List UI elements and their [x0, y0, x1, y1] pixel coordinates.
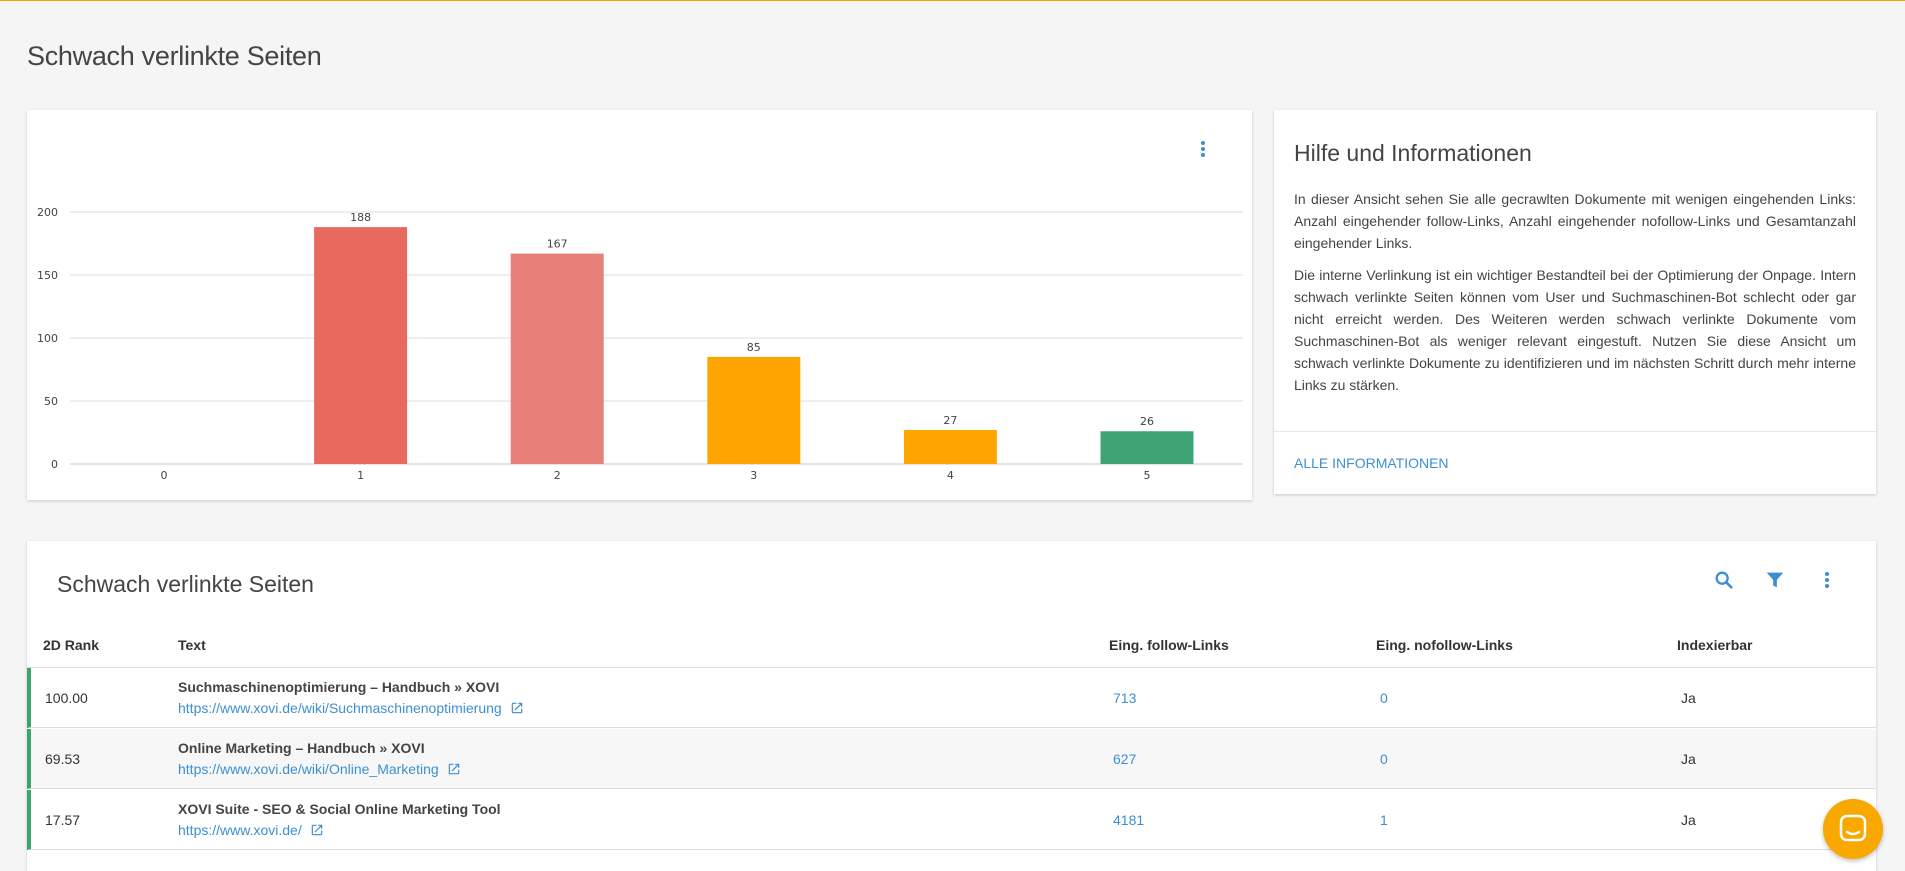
bar — [510, 253, 604, 464]
bar — [1100, 431, 1194, 464]
page-title-cell: Online Marketing – Handbuch » XOVI — [178, 740, 425, 756]
table-header: 2D Rank Text Eing. follow-Links Eing. no… — [27, 637, 1876, 668]
chart-card: 0 50 100 150 200 0 188 1 167 2 85 3 27 4 26 5 — [27, 110, 1252, 500]
data-label: 188 — [350, 211, 371, 224]
col-text[interactable]: Text — [178, 637, 206, 653]
col-nofollow[interactable]: Eing. nofollow-Links — [1376, 637, 1513, 653]
page-url[interactable]: https://www.xovi.de/wiki/Online_Marketin… — [178, 761, 439, 777]
rank-value: 17.57 — [45, 812, 81, 828]
nofollow-links-value[interactable]: 1 — [1380, 812, 1388, 828]
chat-button[interactable] — [1823, 799, 1883, 859]
x-tick-label: 5 — [1144, 469, 1151, 482]
rank-value: 100.00 — [45, 690, 88, 706]
chart-menu-icon[interactable] — [1200, 140, 1206, 160]
x-tick-label: 0 — [161, 469, 168, 482]
page-url-link[interactable]: https://www.xovi.de/ — [178, 822, 324, 838]
follow-links-value[interactable]: 4181 — [1113, 812, 1145, 828]
nofollow-links-value[interactable]: 0 — [1380, 690, 1388, 706]
indexable-value: Ja — [1681, 690, 1696, 706]
page-url-link[interactable]: https://www.xovi.de/wiki/Suchmaschinenop… — [178, 700, 524, 716]
rank-value: 69.53 — [45, 751, 81, 767]
x-tick-label: 2 — [554, 469, 561, 482]
y-tick-label: 50 — [44, 395, 58, 408]
page-title-cell: Suchmaschinenoptimierung – Handbuch » XO… — [178, 679, 500, 695]
col-indexable[interactable]: Indexierbar — [1677, 637, 1753, 653]
info-title: Hilfe und Informationen — [1294, 140, 1532, 166]
search-icon[interactable] — [1713, 569, 1735, 591]
bar — [903, 429, 997, 464]
data-label: 85 — [747, 341, 761, 354]
bar-chart: 0 50 100 150 200 0 188 1 167 2 85 3 27 4 26 5 — [37, 206, 1243, 482]
chat-icon — [1839, 814, 1867, 842]
x-tick-label: 1 — [357, 469, 364, 482]
page-url[interactable]: https://www.xovi.de/ — [178, 822, 302, 838]
bar — [707, 356, 801, 464]
y-tick-label: 0 — [51, 458, 58, 471]
data-label: 27 — [943, 414, 957, 427]
external-link-icon[interactable] — [510, 701, 524, 715]
y-tick-label: 150 — [37, 269, 58, 282]
data-label: 26 — [1140, 415, 1154, 428]
x-tick-label: 3 — [750, 469, 757, 482]
follow-links-value[interactable]: 713 — [1113, 690, 1137, 706]
x-tick-label: 4 — [947, 469, 954, 482]
page-url[interactable]: https://www.xovi.de/wiki/Suchmaschinenop… — [178, 700, 502, 716]
y-tick-label: 100 — [37, 332, 58, 345]
table-row[interactable]: 69.53 Online Marketing – Handbuch » XOVI… — [27, 729, 1876, 789]
external-link-icon[interactable] — [310, 823, 324, 837]
table-row[interactable]: 100.00 Suchmaschinenoptimierung – Handbu… — [27, 668, 1876, 728]
nofollow-links-value[interactable]: 0 — [1380, 751, 1388, 767]
table-menu-icon[interactable] — [1824, 571, 1830, 591]
info-divider — [1274, 431, 1876, 432]
follow-links-value[interactable]: 627 — [1113, 751, 1137, 767]
data-label: 167 — [547, 238, 568, 251]
info-paragraph-2: Die interne Verlinkung ist ein wichtiger… — [1294, 267, 1856, 393]
page-title-cell: XOVI Suite - SEO & Social Online Marketi… — [178, 801, 501, 817]
all-info-link[interactable]: ALLE INFORMATIONEN — [1294, 455, 1449, 471]
indexable-value: Ja — [1681, 751, 1696, 767]
indexable-value: Ja — [1681, 812, 1696, 828]
external-link-icon[interactable] — [447, 762, 461, 776]
filter-icon[interactable] — [1764, 569, 1786, 591]
col-rank[interactable]: 2D Rank — [43, 637, 100, 653]
table-card: Schwach verlinkte Seiten 2D Rank Text Ei… — [27, 541, 1876, 871]
info-text: In dieser Ansicht sehen Sie alle gecrawl… — [1294, 188, 1856, 406]
page-url-link[interactable]: https://www.xovi.de/wiki/Online_Marketin… — [178, 761, 461, 777]
page-title: Schwach verlinkte Seiten — [27, 41, 322, 71]
table-row[interactable]: 17.57 XOVI Suite - SEO & Social Online M… — [27, 790, 1876, 850]
info-card: Hilfe und Informationen In dieser Ansich… — [1274, 110, 1876, 494]
table-title: Schwach verlinkte Seiten — [57, 571, 314, 597]
info-paragraph-1: In dieser Ansicht sehen Sie alle gecrawl… — [1294, 191, 1856, 251]
y-tick-label: 200 — [37, 206, 58, 219]
col-follow[interactable]: Eing. follow-Links — [1109, 637, 1229, 653]
bar — [314, 227, 408, 464]
